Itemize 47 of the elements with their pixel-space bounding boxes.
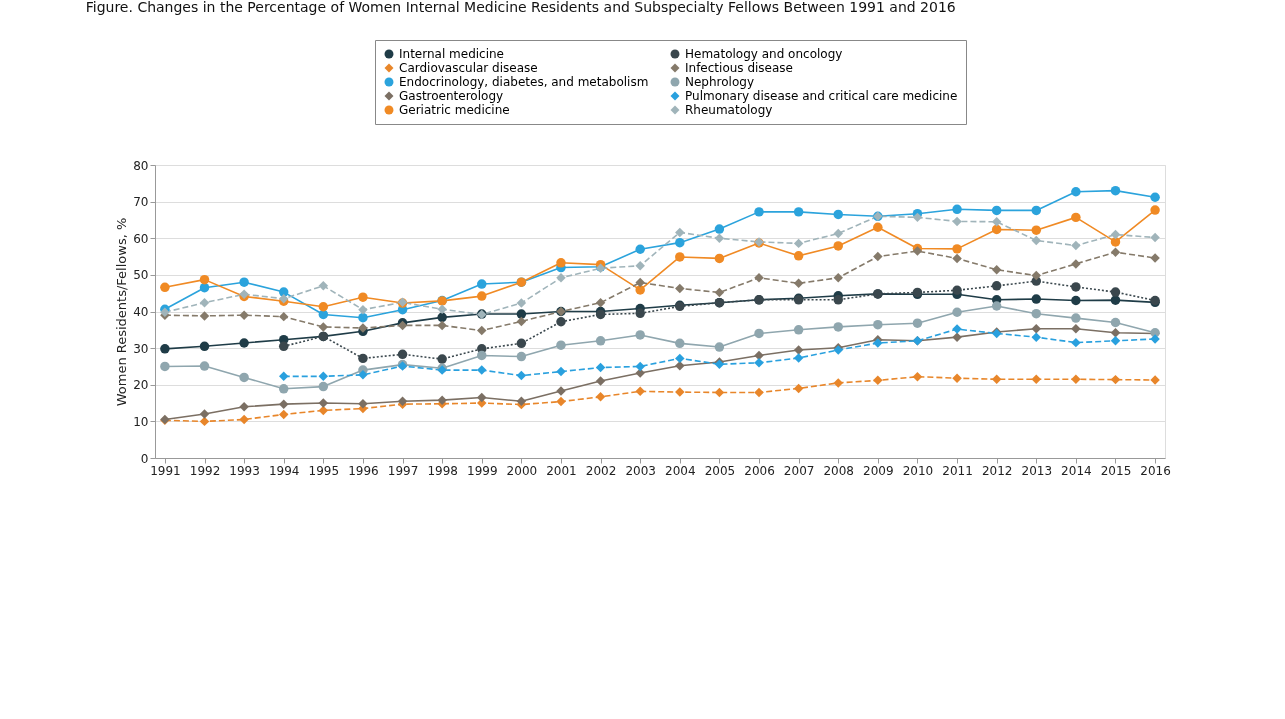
x-tick-label: 1994 [268,463,300,478]
x-tick-label: 2013 [1021,463,1053,478]
legend-label: Cardiovascular disease [399,61,538,75]
x-tick-label: 2015 [1100,463,1132,478]
x-tick-label: 2014 [1061,463,1092,478]
y-tick-label: 60 [133,231,149,246]
legend-label: Gastroenterology [399,89,504,103]
y-tick-label: 50 [133,268,149,283]
x-tick-label: 2000 [506,463,538,478]
y-tick-label: 0 [140,451,149,466]
x-tick-label: 1993 [229,463,260,478]
x-tick-label: 2003 [625,463,656,478]
y-tick-label: 70 [133,195,149,210]
x-tick-label: 2008 [823,463,855,478]
x-tick-label: 2012 [981,463,1013,478]
x-tick-label: 2007 [783,463,815,478]
x-tick-label: 1998 [427,463,458,478]
y-tick-label: 80 [133,158,149,173]
legend-label: Internal medicine [399,47,505,61]
legend-label: Hematology and oncology [685,47,843,61]
legend-label: Endocrinology, diabetes, and metabolism [399,75,649,89]
x-tick-label: 2011 [942,463,973,478]
x-tick-label: 1996 [348,463,379,478]
x-tick-label: 2016 [1140,463,1171,478]
y-axis-title: Women Residents/Fellows, % [114,217,130,407]
x-tick-label: 1992 [189,463,221,478]
x-tick-label: 2005 [704,463,736,478]
x-tick-label: 2004 [665,463,696,478]
y-tick-label: 40 [133,305,149,319]
x-tick-label: 1995 [308,463,340,478]
x-tick-label: 1991 [150,463,181,478]
x-tick-label: 2009 [863,463,894,478]
legend-label: Pulmonary disease and critical care medicine [685,89,958,103]
x-tick-label: 2006 [744,463,775,478]
x-tick-label: 2001 [546,463,577,478]
chart-title: Figure. Changes in the Percentage of Women Internal Medicine Residents and Subspecialty Fellows Between 1991 and 2016 [85,0,956,15]
legend-label: Infectious disease [685,61,793,75]
x-tick-label: 2010 [902,463,934,478]
x-tick-label: 1997 [387,463,419,478]
x-tick-label: 1999 [466,463,498,478]
y-tick-label: 30 [133,341,149,356]
y-tick-label: 10 [133,414,149,429]
y-tick-label: 20 [133,378,149,393]
legend-label: Rheumatology [685,103,773,117]
legend-label: Geriatric medicine [399,103,510,117]
x-tick-label: 2002 [585,463,617,478]
legend-label: Nephrology [685,75,754,89]
